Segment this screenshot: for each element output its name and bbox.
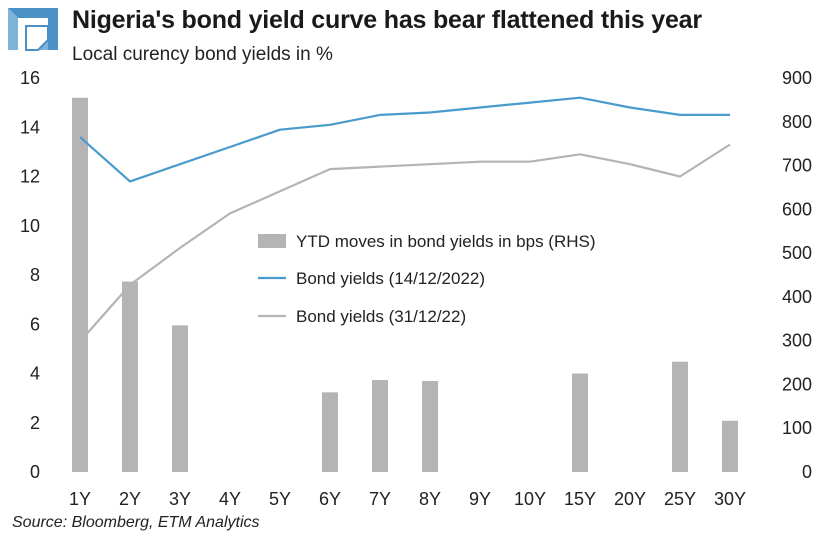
left-tick-label: 10 (20, 216, 40, 236)
bar-1Y (72, 97, 88, 472)
bar-2Y (122, 281, 138, 472)
x-tick-label: 15Y (564, 489, 596, 509)
line-bond-yields-31-12-22 (79, 143, 731, 343)
left-tick-label: 12 (20, 167, 40, 187)
right-tick-label: 400 (782, 287, 812, 307)
legend-swatch-bars (258, 234, 286, 248)
x-tick-label: 2Y (119, 489, 141, 509)
right-tick-label: 500 (782, 243, 812, 263)
right-tick-label: 900 (782, 68, 812, 88)
right-tick-label: 200 (782, 374, 812, 394)
bar-7Y (372, 380, 388, 472)
right-tick-label: 600 (782, 199, 812, 219)
x-tick-label: 25Y (664, 489, 696, 509)
impossible-triangle-logo-icon (8, 8, 58, 51)
legend-label: Bond yields (14/12/2022) (296, 269, 485, 288)
left-tick-label: 2 (30, 413, 40, 433)
x-tick-label: 9Y (469, 489, 491, 509)
bar-15Y (572, 373, 588, 472)
bars-layer (72, 97, 738, 472)
chart-title: Nigeria's bond yield curve has bear flat… (72, 6, 702, 34)
x-tick-label: 20Y (614, 489, 646, 509)
x-tick-label: 4Y (219, 489, 241, 509)
lines-layer (79, 96, 731, 343)
left-tick-label: 14 (20, 117, 40, 137)
bar-6Y (322, 392, 338, 472)
bar-25Y (672, 361, 688, 472)
left-tick-label: 4 (30, 364, 40, 384)
x-tick-label: 8Y (419, 489, 441, 509)
left-tick-label: 0 (30, 462, 40, 482)
x-tick-label: 6Y (319, 489, 341, 509)
x-tick-label: 30Y (714, 489, 746, 509)
legend-label: YTD moves in bond yields in bps (RHS) (296, 232, 596, 251)
left-tick-label: 8 (30, 265, 40, 285)
x-axis: 1Y 2Y 3Y 4Y 5Y 6Y 7Y 8Y 9Y 10Y 15Y 20Y 25Y 30Y (69, 489, 746, 509)
right-axis: 0 100 200 300 400 500 600 700 800 900 (782, 68, 812, 482)
x-tick-label: 3Y (169, 489, 191, 509)
right-tick-label: 700 (782, 156, 812, 176)
chart-subtitle: Local curency bond yields in % (72, 44, 333, 65)
right-tick-label: 300 (782, 331, 812, 351)
line-bond-yields-14-12-2022 (79, 96, 730, 183)
legend-label: Bond yields (31/12/22) (296, 307, 466, 326)
left-axis: 0 2 4 6 8 10 12 14 16 (20, 68, 40, 482)
x-tick-label: 10Y (514, 489, 546, 509)
legend: YTD moves in bond yields in bps (RHS) Bon… (258, 232, 596, 326)
bar-30Y (722, 420, 738, 472)
bar-8Y (422, 380, 438, 472)
right-tick-label: 800 (782, 112, 812, 132)
left-tick-label: 6 (30, 314, 40, 334)
x-tick-label: 1Y (69, 489, 91, 509)
right-tick-label: 0 (802, 462, 812, 482)
source-note: Source: Bloomberg, ETM Analytics (12, 514, 260, 531)
x-tick-label: 7Y (369, 489, 391, 509)
left-tick-label: 16 (20, 68, 40, 88)
bar-3Y (172, 325, 188, 472)
x-tick-label: 5Y (269, 489, 291, 509)
right-tick-label: 100 (782, 418, 812, 438)
